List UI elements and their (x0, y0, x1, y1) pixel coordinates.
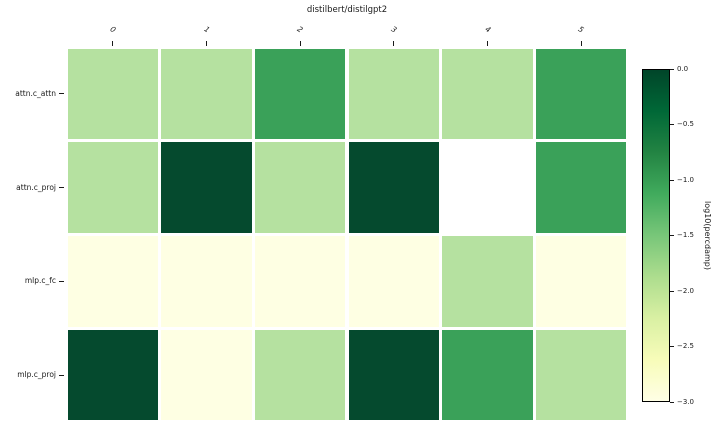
chart-title: distilbert/distilgpt2 (306, 5, 388, 15)
heatmap-cell (161, 142, 252, 233)
colorbar-tick-mark (670, 235, 674, 236)
colorbar-tick-label: −3.0 (677, 397, 694, 406)
y-tick-label: mlp.c_proj (17, 370, 56, 380)
heatmap-cell (67, 142, 159, 233)
y-tick-mark (59, 280, 64, 282)
heatmap-cell (67, 329, 159, 421)
x-tick-mark (487, 41, 488, 46)
colorbar-tick-label: −2.0 (677, 286, 694, 295)
colorbar-tick-label: −2.5 (677, 342, 694, 350)
x-tick-mark (206, 41, 207, 46)
y-tick-mark (59, 374, 64, 376)
colorbar-tick-mark (670, 179, 674, 181)
heatmap-cell (254, 236, 346, 327)
colorbar-label: log10(percdamp) (703, 201, 712, 270)
colorbar-tick-label: −0.5 (677, 120, 694, 128)
heatmap-cell (535, 329, 627, 421)
heatmap-cell (442, 236, 533, 327)
heatmap-cell (535, 236, 627, 327)
heatmap-cell (442, 329, 533, 421)
colorbar-gradient (642, 69, 670, 402)
colorbar-tick-mark (670, 346, 674, 347)
heatmap-cell (254, 329, 346, 421)
heatmap-cell (67, 48, 159, 140)
y-tick-mark (59, 187, 64, 189)
y-tick-label: attn.c_proj (16, 182, 56, 192)
x-tick-label: 1 (202, 24, 211, 35)
colorbar-tick-mark (670, 124, 674, 125)
colorbar-tick-mark (670, 68, 674, 70)
y-tick-label: mlp.c_fc (24, 276, 56, 286)
x-tick-label: 4 (483, 24, 492, 35)
heatmap-cell (348, 329, 440, 421)
heatmap-cell (161, 329, 252, 421)
heatmap-cell (442, 142, 533, 233)
x-tick-label: 5 (576, 24, 586, 35)
heatmap-cell (535, 48, 627, 140)
heatmap-cell (535, 142, 627, 233)
x-tick-mark (299, 41, 301, 46)
x-tick-label: 0 (108, 24, 118, 35)
x-tick-label: 3 (389, 24, 399, 35)
x-tick-label: 2 (295, 24, 305, 35)
heatmap-cell (67, 236, 159, 327)
heatmap-cell (348, 142, 440, 233)
colorbar-tick-label: 0.0 (677, 64, 689, 73)
x-tick-mark (393, 41, 395, 46)
colorbar-tick-mark (670, 401, 674, 403)
heatmap-cell (348, 236, 440, 327)
colorbar-tick-label: −1.0 (677, 175, 694, 184)
colorbar-tick-mark (670, 290, 674, 292)
heatmap-cell (254, 48, 346, 140)
y-tick-label: attn.c_attn (15, 88, 56, 98)
heatmap-cell (161, 236, 252, 327)
heatmap-cell (161, 48, 252, 140)
x-tick-mark (580, 41, 582, 46)
heatmap-cell (348, 48, 440, 140)
y-tick-mark (59, 93, 64, 95)
heatmap-cell (254, 142, 346, 233)
x-tick-mark (112, 41, 114, 46)
heatmap-cell (442, 48, 533, 140)
colorbar-tick-label: −1.5 (677, 231, 694, 239)
